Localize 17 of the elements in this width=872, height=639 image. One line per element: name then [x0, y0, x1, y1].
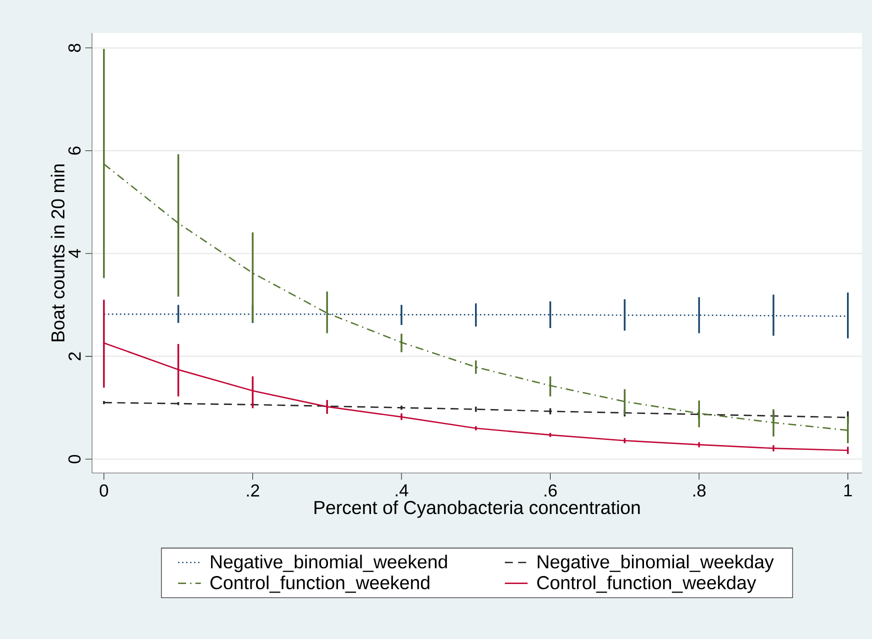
x-tick-label: .4: [396, 484, 408, 496]
y-tick-label: 6: [68, 146, 81, 155]
x-tick-label: 1: [844, 484, 852, 496]
y-tick-label: 4: [68, 249, 81, 258]
x-tick-label: 0: [100, 484, 108, 497]
x-tick-label: .6: [544, 484, 557, 497]
x-tick-label: .8: [693, 484, 706, 497]
y-axis-title: Boat counts in 20 min: [50, 164, 65, 342]
y-tick-label: 8: [68, 44, 81, 52]
y-tick-label: 2: [68, 352, 81, 360]
legend-label: Negative_binomial_weekday: [538, 554, 774, 572]
x-tick-label: .2: [247, 484, 260, 496]
y-tick-label: 0: [68, 454, 81, 464]
x-axis-title: Percent of Cyanobacteria concentration: [314, 500, 640, 518]
legend-label: Control_function_weekday: [537, 576, 756, 593]
legend-label: Control_function_weekend: [210, 576, 430, 593]
legend-label: Negative_binomial_weekend: [211, 554, 447, 572]
